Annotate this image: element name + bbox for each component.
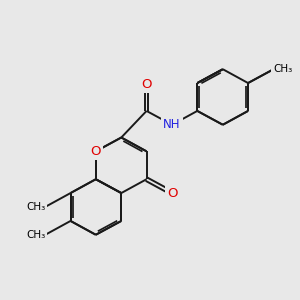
Text: NH: NH (163, 118, 181, 131)
Text: CH₃: CH₃ (26, 202, 45, 212)
Text: CH₃: CH₃ (274, 64, 293, 74)
Text: O: O (167, 187, 177, 200)
Text: O: O (141, 78, 152, 91)
Text: O: O (91, 145, 101, 158)
Text: CH₃: CH₃ (26, 230, 45, 240)
